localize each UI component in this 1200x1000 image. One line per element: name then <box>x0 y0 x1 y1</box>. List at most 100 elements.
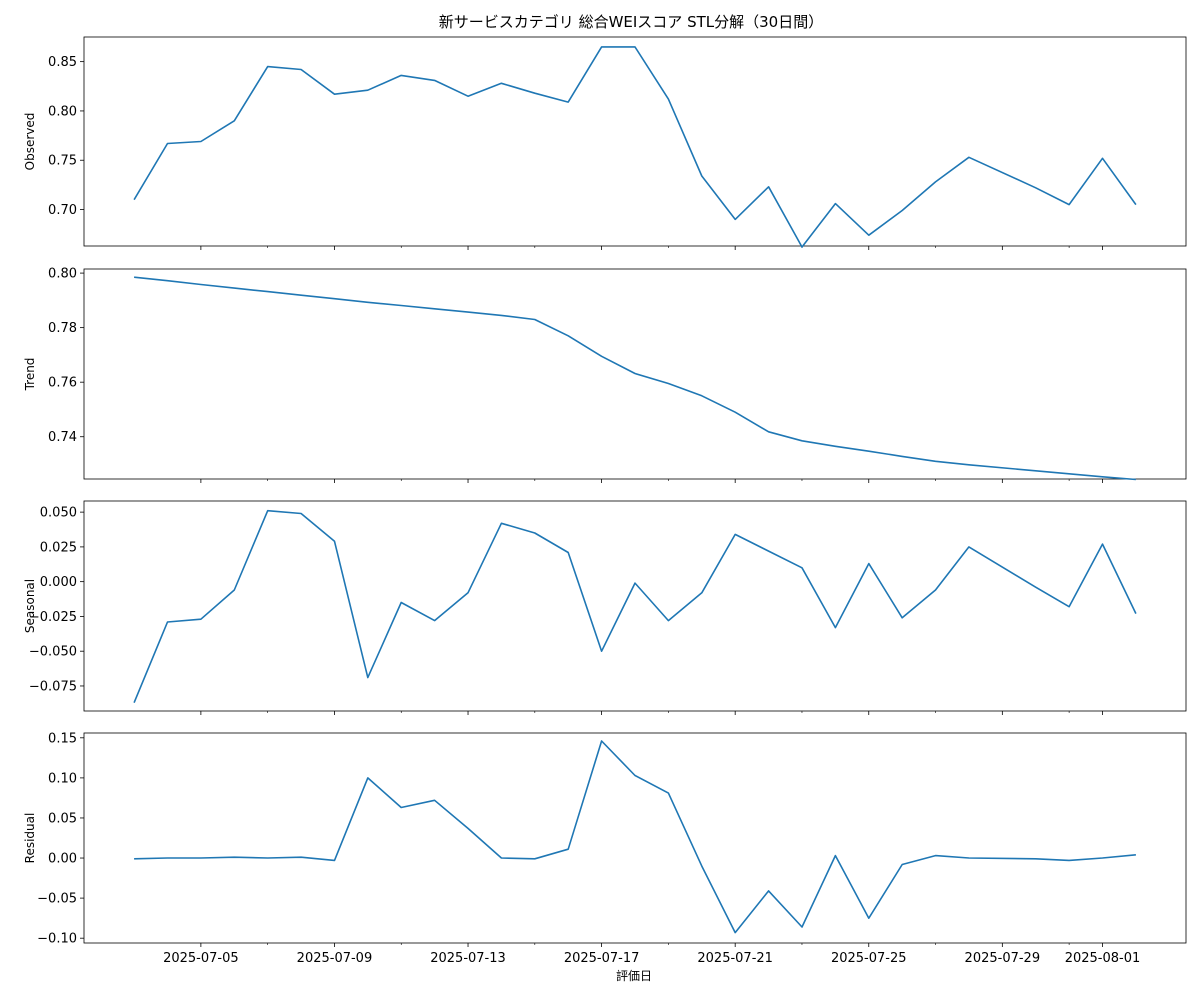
y-tick-label-seasonal: −0.075 <box>29 679 77 694</box>
data-point-seasonal <box>400 602 402 604</box>
panel-seasonal: −0.075 −0.050 −0.025 0.000 0.025 0.050 Seasona… <box>23 500 1187 715</box>
data-point-observed <box>233 120 235 122</box>
data-point-seasonal <box>1102 543 1104 545</box>
x-axis-label: 評価日 <box>616 968 652 983</box>
y-tick-label-observed: 0.80 <box>48 104 77 119</box>
data-point-trend <box>133 276 135 278</box>
y-tick-label-seasonal: 0.025 <box>40 540 77 555</box>
data-point-residual <box>133 858 135 860</box>
data-point-seasonal <box>1068 606 1070 608</box>
panels: 0.70 0.75 0.80 0.85 Observed 0.74 0.76 0.78 0.80… <box>23 36 1187 966</box>
data-point-observed <box>500 82 502 84</box>
data-point-observed <box>901 210 903 212</box>
panel-trend: 0.74 0.76 0.78 0.80 Trend <box>23 267 1187 483</box>
data-point-trend <box>534 319 536 321</box>
data-point-observed <box>667 98 669 100</box>
data-point-trend <box>233 287 235 289</box>
data-point-residual <box>167 857 169 859</box>
data-point-residual <box>834 855 836 857</box>
y-tick-label-residual: 0.00 <box>48 852 77 867</box>
data-point-observed <box>801 246 803 248</box>
y-tick-label-trend: 0.80 <box>48 267 77 282</box>
x-tick-label: 2025-07-21 <box>697 951 773 966</box>
data-point-seasonal <box>167 621 169 623</box>
y-tick-label-observed: 0.75 <box>48 154 77 169</box>
y-axis-label-residual: Residual <box>23 813 37 864</box>
data-point-residual <box>768 890 770 892</box>
data-point-residual <box>367 777 369 779</box>
data-point-residual <box>400 807 402 809</box>
data-point-residual <box>300 856 302 858</box>
data-point-observed <box>1035 187 1037 189</box>
data-point-trend <box>935 460 937 462</box>
chart-title: 新サービスカテゴリ 総合WEIスコア STL分解（30日間） <box>439 13 823 31</box>
data-point-trend <box>968 464 970 466</box>
data-point-residual <box>601 740 603 742</box>
y-tick-label-trend: 0.76 <box>48 376 77 391</box>
data-point-observed <box>467 95 469 97</box>
data-point-observed <box>935 181 937 183</box>
panel-frame-observed <box>83 36 1187 247</box>
data-point-seasonal <box>768 550 770 552</box>
data-point-seasonal <box>233 589 235 591</box>
data-point-observed <box>133 199 135 201</box>
data-point-observed <box>567 101 569 103</box>
data-point-observed <box>868 234 870 236</box>
panel-frame-trend <box>83 268 1187 480</box>
data-point-observed <box>434 79 436 81</box>
data-point-trend <box>434 308 436 310</box>
y-axis-label-trend: Trend <box>23 358 37 392</box>
x-tick-label: 2025-07-09 <box>297 951 373 966</box>
data-point-observed <box>834 203 836 205</box>
data-point-residual <box>1068 859 1070 861</box>
data-point-seasonal <box>500 522 502 524</box>
series-line-trend <box>134 276 1136 481</box>
data-point-trend <box>1035 470 1037 472</box>
data-point-seasonal <box>267 510 269 512</box>
data-point-residual <box>534 858 536 860</box>
x-tick-label: 2025-08-01 <box>1065 951 1141 966</box>
data-point-trend <box>1135 479 1137 481</box>
data-point-trend <box>467 311 469 313</box>
data-point-seasonal <box>200 618 202 620</box>
data-point-seasonal <box>367 677 369 679</box>
data-point-seasonal <box>434 620 436 622</box>
data-point-seasonal <box>734 533 736 535</box>
data-point-residual <box>267 857 269 859</box>
data-point-observed <box>400 74 402 76</box>
data-point-observed <box>1135 204 1137 206</box>
data-point-observed <box>267 66 269 68</box>
y-tick-label-residual: 0.05 <box>48 811 77 826</box>
data-point-seasonal <box>634 582 636 584</box>
data-point-residual <box>801 926 803 928</box>
data-point-seasonal <box>534 532 536 534</box>
panel-frame-residual <box>83 732 1187 944</box>
data-point-trend <box>734 411 736 413</box>
data-point-residual <box>901 864 903 866</box>
x-tick-label: 2025-07-25 <box>831 951 907 966</box>
data-point-seasonal <box>334 540 336 542</box>
data-point-observed <box>367 89 369 91</box>
data-point-trend <box>768 431 770 433</box>
data-point-residual <box>634 775 636 777</box>
data-point-residual <box>968 857 970 859</box>
data-point-residual <box>701 865 703 867</box>
data-point-trend <box>634 373 636 375</box>
data-point-seasonal <box>133 702 135 704</box>
series-line-seasonal <box>133 509 1137 704</box>
y-tick-label-residual: −0.05 <box>37 892 77 907</box>
data-point-observed <box>634 46 636 48</box>
y-tick-label-seasonal: 0.050 <box>40 506 77 521</box>
data-point-trend <box>500 314 502 316</box>
data-point-residual <box>1102 857 1104 859</box>
y-tick-label-observed: 0.85 <box>48 55 77 70</box>
y-tick-label-residual: 0.10 <box>48 771 77 786</box>
data-point-trend <box>167 280 169 282</box>
panel-frame-seasonal <box>83 500 1187 712</box>
data-point-trend <box>300 294 302 296</box>
data-point-residual <box>567 848 569 850</box>
data-point-trend <box>1068 473 1070 475</box>
data-point-trend <box>367 301 369 303</box>
data-point-trend <box>701 395 703 397</box>
data-point-trend <box>667 383 669 385</box>
